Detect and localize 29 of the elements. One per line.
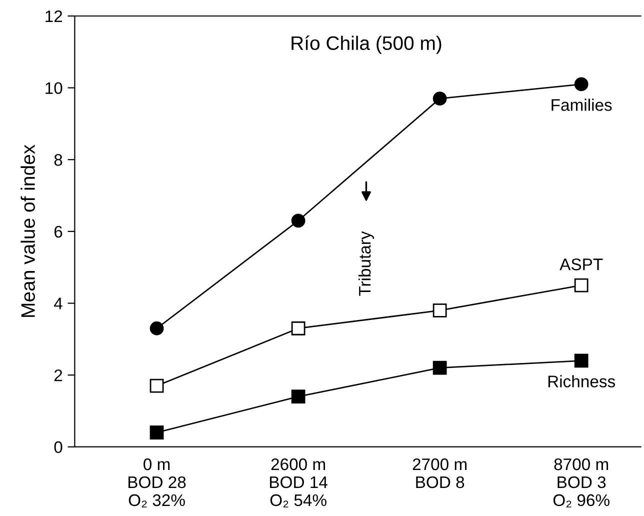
x-tick-label: 8700 m BOD 3 O₂ 96% bbox=[553, 458, 610, 508]
series-label: Richness bbox=[548, 375, 616, 388]
point bbox=[432, 303, 447, 318]
point bbox=[574, 354, 588, 368]
y-tick-label: 12 bbox=[46, 10, 62, 22]
text: Río Chila (500 m) bbox=[292, 36, 442, 54]
x-tick-label: 2600 m BOD 14 O₂ 54% bbox=[270, 458, 328, 508]
point bbox=[574, 278, 588, 292]
y-tick-label: 0 bbox=[54, 441, 62, 454]
point bbox=[150, 321, 164, 336]
y-tick-label: 6 bbox=[54, 226, 62, 238]
x-tick-label: 2700 m BOD 8 bbox=[412, 458, 467, 488]
point bbox=[574, 77, 588, 92]
point bbox=[150, 378, 164, 393]
point bbox=[432, 360, 447, 375]
point bbox=[150, 426, 164, 440]
point bbox=[291, 214, 306, 228]
point bbox=[291, 390, 306, 404]
y-tick-label: 4 bbox=[54, 298, 62, 310]
point bbox=[291, 321, 306, 336]
y-tick-label: 8 bbox=[54, 154, 62, 166]
series-label: ASPT bbox=[560, 258, 603, 270]
y-axis-title: Mean value of index bbox=[20, 144, 35, 317]
y-tick-label: 2 bbox=[54, 369, 62, 382]
y-tick-label: 10 bbox=[46, 82, 62, 94]
point bbox=[432, 92, 447, 106]
x-tick-label: 0 m BOD 28 O₂ 32% bbox=[128, 458, 186, 508]
annotation: Tributary bbox=[358, 231, 374, 296]
series-label: Families bbox=[552, 98, 612, 111]
